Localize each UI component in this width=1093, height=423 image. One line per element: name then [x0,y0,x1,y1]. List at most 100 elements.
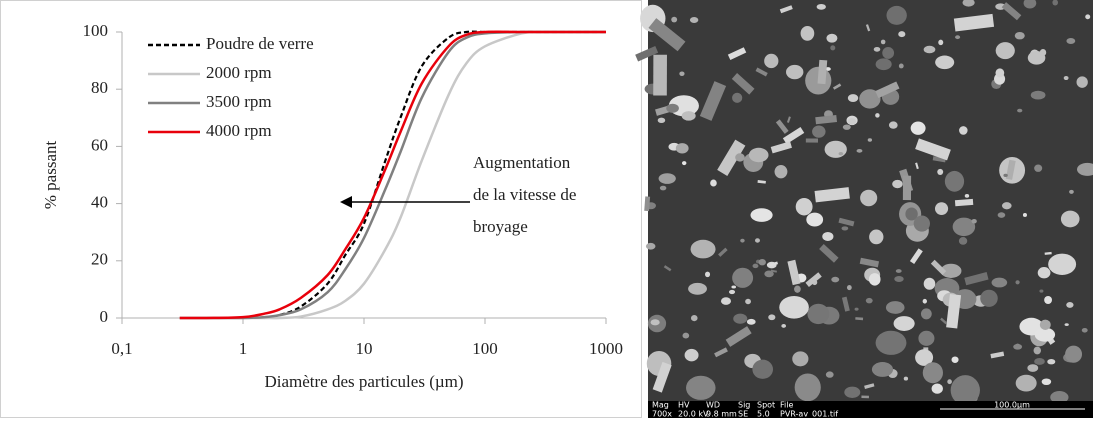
particle [898,31,906,38]
y-tick-label: 100 [83,21,109,40]
particle [822,231,834,241]
particle [689,16,699,23]
particle [740,238,745,243]
particle [1013,343,1023,350]
scale-label: 100.0µm [994,401,1030,410]
particle [675,143,689,154]
particle [1066,301,1074,308]
particle [718,247,728,257]
particle [1005,159,1016,180]
particle [902,175,912,201]
particle [962,0,975,7]
particle [720,297,731,305]
particle [947,379,952,385]
particle [748,147,769,163]
particle [769,261,779,267]
particle [812,125,826,138]
particle [1027,364,1039,372]
particle [1044,251,1052,255]
particle [930,259,947,276]
particle [894,275,904,282]
particle [950,375,980,406]
x-tick-label: 100 [472,339,498,358]
particle [690,239,716,259]
particle [1030,90,1046,100]
particle [865,297,873,304]
info-header: WD [706,401,720,410]
particle [682,161,687,166]
particle [903,376,909,381]
particle [934,202,949,215]
particle [781,324,787,328]
annotation: broyage [473,217,528,236]
particle [786,116,791,123]
particle [922,298,927,304]
particle [1050,391,1069,404]
particle [1064,323,1069,327]
particle [1060,210,1080,228]
particle [1048,253,1077,275]
particle [1066,37,1076,44]
particle [1033,346,1041,355]
chart-frame [0,0,642,418]
particle [1037,267,1051,279]
particle [844,386,861,398]
particle [1034,327,1056,342]
particle [779,295,809,319]
legend-label: 2000 rpm [206,63,272,82]
particle [959,126,968,135]
particle [770,269,777,273]
particle [864,383,875,389]
particle [745,298,751,305]
particle [847,118,857,125]
particle [830,45,836,51]
particle [807,303,830,325]
particle [856,148,863,153]
particle [792,351,809,367]
particle [774,165,788,179]
particle [752,263,759,269]
particle [895,269,902,273]
particle [846,285,852,291]
info-value: 5.0 [757,410,770,419]
particle [764,270,774,278]
particle [681,111,696,121]
particle [758,258,766,266]
particle [1041,378,1052,386]
particle [1044,295,1053,304]
particle [787,259,801,286]
particle [650,319,660,326]
particle [885,301,905,314]
particle [910,121,926,135]
particle [918,330,935,346]
particle [1001,2,1022,21]
particle [775,119,789,134]
particle [1039,48,1047,56]
particle [875,81,900,99]
particle [1023,0,1037,9]
x-tick-label: 1 [239,339,248,358]
particle [841,296,850,312]
x-tick-label: 10 [356,339,373,358]
y-tick-label: 0 [100,307,109,326]
particle [865,24,871,32]
particle [923,277,936,290]
particle [652,361,672,393]
particle [832,83,842,90]
particle [806,212,824,227]
particle [905,207,918,221]
plot: 0 20 40 60 80 100 0,1 1 10 100 1000 Diamètre des pa… [41,21,623,391]
particle [980,289,998,307]
particle [909,248,923,264]
particle [915,349,934,366]
legend-label: 4000 rpm [206,121,272,140]
particle [937,168,944,176]
annotation: Augmentation [473,153,571,172]
arrow-head [340,196,352,208]
y-tick-label: 20 [91,250,108,269]
particle [688,282,707,295]
particle [940,263,962,278]
info-value: SE [738,410,748,419]
particle [714,347,728,358]
particle [886,5,907,25]
